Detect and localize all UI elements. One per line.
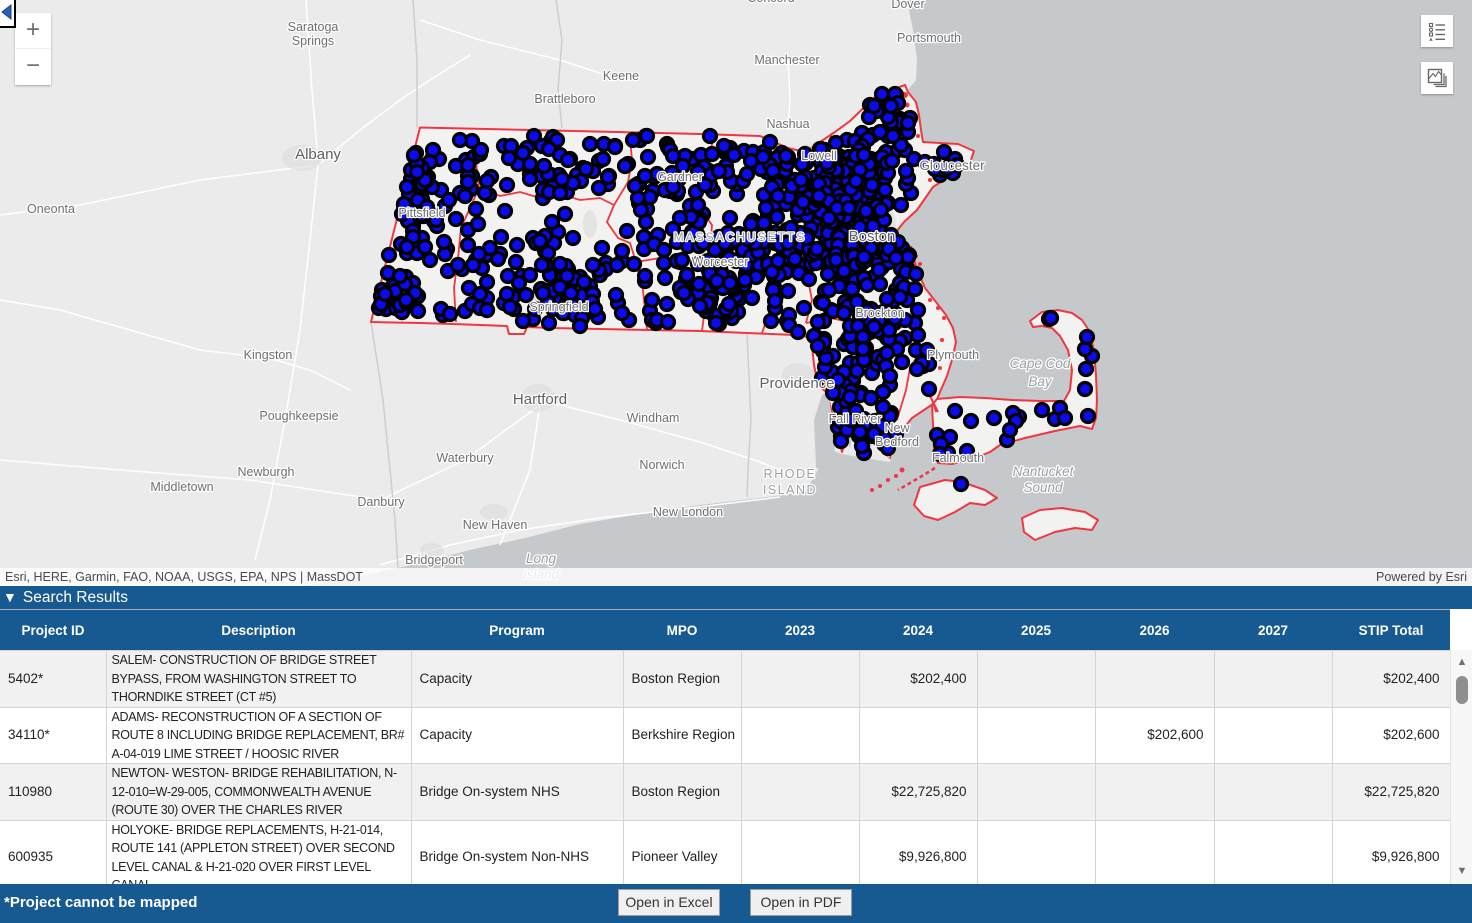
svg-text:Bay: Bay xyxy=(1028,374,1053,389)
svg-text:Cape Cod: Cape Cod xyxy=(1010,356,1071,371)
svg-text:Newburgh: Newburgh xyxy=(238,465,295,479)
svg-text:Albany: Albany xyxy=(295,146,341,163)
svg-text:Worcester: Worcester xyxy=(692,255,749,269)
svg-text:Danbury: Danbury xyxy=(357,495,405,509)
svg-text:Boston: Boston xyxy=(849,228,896,245)
svg-text:Gardner: Gardner xyxy=(657,170,703,184)
svg-text:Waterbury: Waterbury xyxy=(436,451,494,465)
svg-text:New Haven: New Haven xyxy=(463,518,528,532)
svg-text:Kingston: Kingston xyxy=(244,348,293,362)
svg-text:Poughkeepsie: Poughkeepsie xyxy=(259,409,338,423)
svg-text:Windham: Windham xyxy=(627,411,680,425)
svg-text:New London: New London xyxy=(653,505,723,519)
svg-text:ISLAND: ISLAND xyxy=(763,483,817,497)
svg-text:Springfield: Springfield xyxy=(529,300,588,314)
svg-text:Sound: Sound xyxy=(1023,480,1063,495)
svg-text:Manchester: Manchester xyxy=(754,53,819,67)
svg-text:Hartford: Hartford xyxy=(513,391,567,408)
svg-text:Saratoga: Saratoga xyxy=(288,20,339,34)
svg-text:Bedford: Bedford xyxy=(875,435,919,449)
svg-text:Brockton: Brockton xyxy=(855,306,904,320)
svg-text:Providence: Providence xyxy=(759,375,834,392)
svg-text:Portsmouth: Portsmouth xyxy=(897,31,961,45)
svg-text:Norwich: Norwich xyxy=(639,458,684,472)
svg-text:Concord: Concord xyxy=(747,0,794,5)
svg-text:Nantucket: Nantucket xyxy=(1013,464,1075,479)
svg-text:Dover: Dover xyxy=(891,0,924,11)
svg-text:Gloucester: Gloucester xyxy=(919,158,985,173)
svg-text:Pittsfield: Pittsfield xyxy=(398,206,445,220)
svg-text:Plymouth: Plymouth xyxy=(927,348,979,362)
svg-text:Springs: Springs xyxy=(292,34,334,48)
svg-text:Nashua: Nashua xyxy=(766,117,809,131)
svg-text:Oneonta: Oneonta xyxy=(27,202,75,216)
svg-text:Falmouth: Falmouth xyxy=(932,451,984,465)
svg-text:Lowell: Lowell xyxy=(801,149,836,163)
svg-text:New: New xyxy=(884,421,910,435)
svg-text:Keene: Keene xyxy=(603,69,639,83)
svg-text:Brattleboro: Brattleboro xyxy=(534,92,595,106)
svg-text:Middletown: Middletown xyxy=(150,480,213,494)
svg-text:Fall River: Fall River xyxy=(829,412,882,426)
svg-text:RHODE: RHODE xyxy=(764,467,817,481)
svg-text:Bridgeport: Bridgeport xyxy=(405,553,463,567)
svg-text:MASSACHUSETTS: MASSACHUSETTS xyxy=(674,230,807,244)
svg-text:Long: Long xyxy=(526,551,557,566)
